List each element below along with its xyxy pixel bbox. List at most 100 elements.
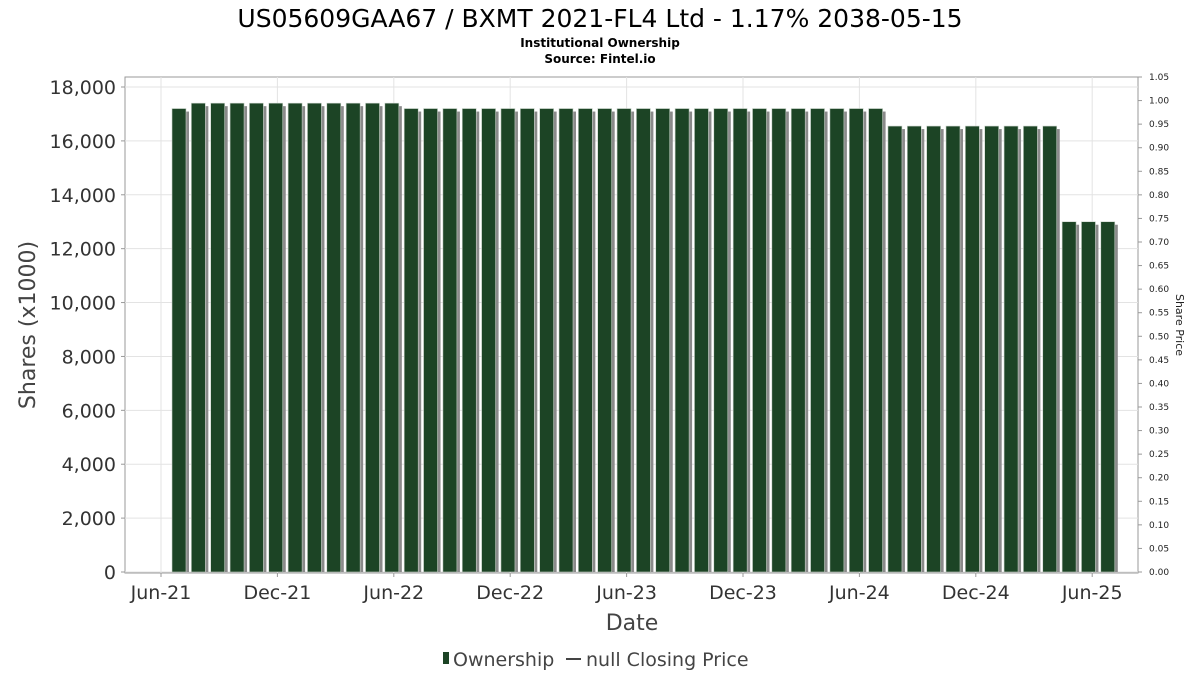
ownership-bar bbox=[906, 125, 922, 573]
ownership-bar bbox=[1061, 221, 1077, 573]
x-tick-label: Jun-25 bbox=[1061, 582, 1123, 604]
ownership-bar bbox=[674, 108, 690, 573]
y-tick-label: 12,000 bbox=[50, 239, 116, 261]
ownership-bar bbox=[539, 108, 554, 573]
ownership-bar bbox=[345, 102, 361, 573]
y-tick-label: 16,000 bbox=[50, 131, 116, 153]
y2-tick-label: 0.40 bbox=[1149, 379, 1169, 389]
y2-tick-label: 0.90 bbox=[1149, 144, 1169, 154]
y2-tick-label: 0.55 bbox=[1149, 309, 1169, 319]
y2-tick-label: 0.35 bbox=[1149, 403, 1169, 413]
y-tick-label: 6,000 bbox=[62, 400, 116, 422]
ownership-bar bbox=[1042, 125, 1058, 573]
y-tick-label: 0 bbox=[104, 562, 116, 584]
x-axis-ticks: Jun-21 Dec-21 Jun-22 Dec-22 Jun-23 Dec-23 Jun-… bbox=[130, 573, 1123, 604]
ownership-bar bbox=[326, 102, 342, 573]
y-axis-ticks: 0 2,000 4,000 6,000 8,000 10,000 12,000 14,000 1… bbox=[50, 77, 125, 584]
ownership-bar bbox=[887, 125, 903, 573]
ownership-bar bbox=[984, 125, 1000, 573]
legend-label-ownership: Ownership bbox=[453, 649, 554, 671]
ownership-bar bbox=[578, 108, 593, 573]
x-tick-label: Dec-22 bbox=[476, 582, 544, 604]
ownership-bar bbox=[752, 108, 767, 573]
ownership-bar bbox=[713, 108, 729, 573]
ownership-bar bbox=[848, 108, 864, 573]
ownership-bar bbox=[287, 102, 303, 573]
ownership-bar bbox=[732, 108, 748, 573]
ownership-bar bbox=[481, 108, 496, 573]
ownership-bar bbox=[945, 125, 961, 573]
ownership-bar bbox=[249, 102, 264, 573]
ownership-bar bbox=[307, 102, 322, 573]
ownership-bar bbox=[461, 108, 477, 573]
legend: Ownership null Closing Price bbox=[443, 649, 749, 671]
ownership-bar bbox=[365, 102, 380, 573]
y2-tick-label: 0.45 bbox=[1149, 356, 1169, 366]
chart-title: US05609GAA67 / BXMT 2021-FL4 Ltd - 1.17%… bbox=[237, 4, 962, 33]
x-tick-label: Jun-22 bbox=[362, 582, 424, 604]
ownership-bar bbox=[403, 108, 419, 573]
ownership-bar bbox=[790, 108, 806, 573]
ownership-bar bbox=[926, 125, 941, 573]
ownership-bar bbox=[1003, 125, 1019, 573]
x-tick-label: Jun-24 bbox=[828, 582, 890, 604]
ownership-bar bbox=[636, 108, 651, 573]
ownership-bar bbox=[210, 102, 225, 573]
y2-tick-label: 0.00 bbox=[1149, 568, 1169, 578]
legend-label-closing-price: null Closing Price bbox=[586, 649, 749, 671]
ownership-bar bbox=[423, 108, 438, 573]
ownership-bar bbox=[1100, 221, 1116, 573]
y2-tick-label: 0.75 bbox=[1149, 214, 1169, 224]
ownership-bar bbox=[965, 125, 980, 573]
x-tick-label: Jun-21 bbox=[130, 582, 192, 604]
y2-tick-label: 0.70 bbox=[1149, 238, 1169, 248]
y2-tick-label: 0.20 bbox=[1149, 474, 1169, 484]
ownership-bar bbox=[597, 108, 613, 573]
y2-tick-label: 0.05 bbox=[1149, 544, 1169, 554]
ownership-bar bbox=[810, 108, 825, 573]
ownership-bar bbox=[268, 102, 284, 573]
legend-swatch-ownership bbox=[443, 652, 449, 664]
y2-tick-label: 0.60 bbox=[1149, 285, 1169, 295]
ownership-bar bbox=[171, 108, 187, 573]
ownership-bar bbox=[694, 108, 709, 573]
y-tick-label: 14,000 bbox=[50, 185, 116, 207]
y2-tick-label: 0.10 bbox=[1149, 521, 1169, 531]
y2-axis-ticks: 0.00 0.05 0.10 0.15 0.20 0.25 0.30 0.35 0.40 0.45… bbox=[1138, 73, 1169, 578]
bar-series-ownership bbox=[171, 102, 1118, 573]
y2-tick-label: 0.15 bbox=[1149, 497, 1169, 507]
ownership-bar bbox=[229, 102, 245, 573]
y2-tick-label: 0.80 bbox=[1149, 191, 1169, 201]
x-tick-label: Jun-23 bbox=[595, 582, 657, 604]
chart-subtitle-line-2: Source: Fintel.io bbox=[544, 52, 655, 66]
x-tick-label: Dec-24 bbox=[942, 582, 1010, 604]
ownership-bar bbox=[868, 108, 883, 573]
y2-tick-label: 0.65 bbox=[1149, 262, 1169, 272]
y-tick-label: 10,000 bbox=[50, 293, 116, 315]
y2-tick-label: 0.25 bbox=[1149, 450, 1169, 460]
ownership-bar bbox=[519, 108, 535, 573]
ownership-bar bbox=[829, 108, 845, 573]
ownership-bar bbox=[558, 108, 574, 573]
ownership-bar bbox=[191, 102, 206, 573]
y-tick-label: 18,000 bbox=[50, 77, 116, 99]
ownership-bar bbox=[442, 108, 458, 573]
y2-tick-label: 0.30 bbox=[1149, 427, 1169, 437]
y2-tick-label: 1.00 bbox=[1149, 97, 1169, 107]
ownership-bar bbox=[655, 108, 671, 573]
ownership-bar bbox=[771, 108, 787, 573]
ownership-bar bbox=[616, 108, 632, 573]
ownership-bar bbox=[1023, 125, 1038, 573]
y2-tick-label: 1.05 bbox=[1149, 73, 1169, 83]
y-tick-label: 8,000 bbox=[62, 346, 116, 368]
x-tick-label: Dec-21 bbox=[243, 582, 311, 604]
y2-axis-label: Share Price bbox=[1173, 294, 1186, 356]
x-tick-label: Dec-23 bbox=[709, 582, 777, 604]
y-tick-label: 2,000 bbox=[62, 508, 116, 530]
chart-subtitle-line-1: Institutional Ownership bbox=[520, 36, 680, 50]
y2-tick-label: 0.95 bbox=[1149, 120, 1169, 130]
x-axis-label: Date bbox=[606, 611, 659, 636]
y-tick-label: 4,000 bbox=[62, 454, 116, 476]
ownership-bar bbox=[384, 102, 400, 573]
